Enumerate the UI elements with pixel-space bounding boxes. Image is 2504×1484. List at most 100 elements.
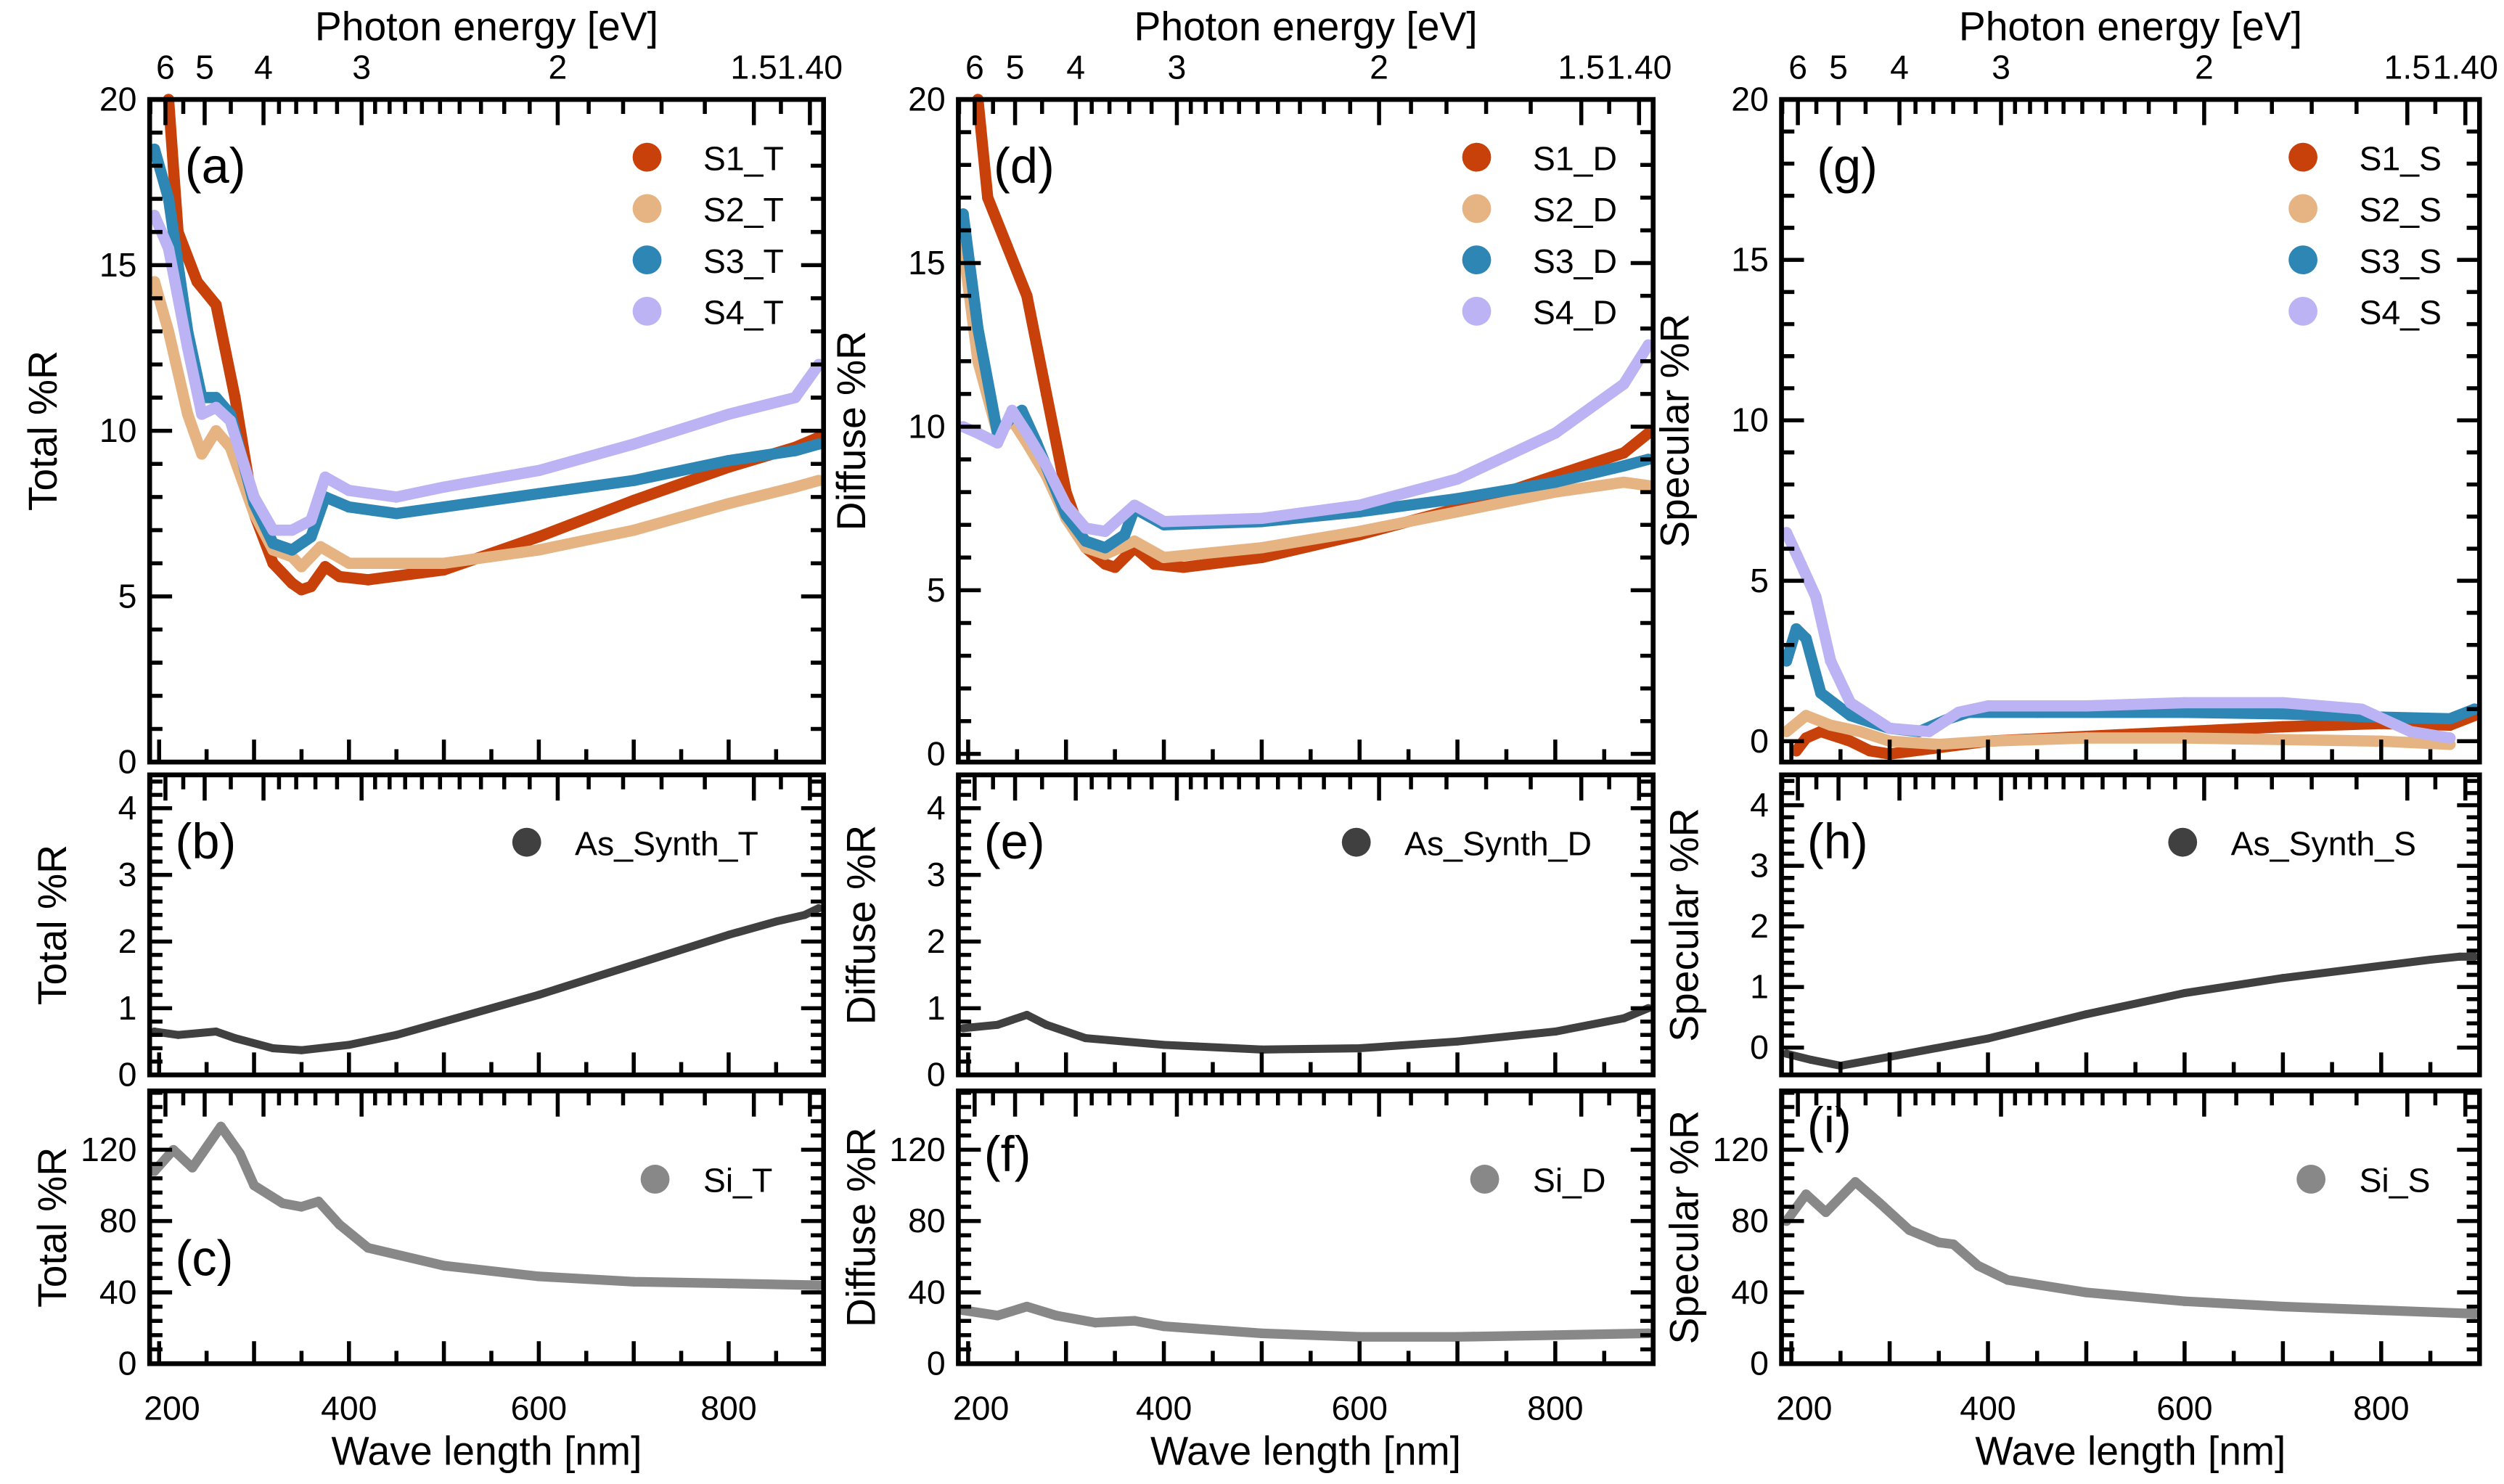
data-point-S4_S <box>1883 722 1896 734</box>
data-point-S4_D <box>1006 404 1018 417</box>
data-point-As_Synth_S <box>1782 1049 1791 1058</box>
data-point-S4_S <box>2356 703 2368 715</box>
data-point-S3_T <box>286 544 298 556</box>
data-point-S2_T <box>295 561 308 573</box>
data-point-S4_S <box>2277 697 2289 709</box>
data-point-S1_D <box>1177 562 1190 573</box>
data-point-S2_D <box>1158 552 1170 563</box>
data-point-Si_S <box>1850 1177 1860 1187</box>
x-axis-title: Wave length [nm] <box>1150 1428 1461 1473</box>
data-point-S3_D <box>1118 529 1131 541</box>
data-point-S4_D <box>1256 512 1268 525</box>
y-axis-title: Diffuse %R <box>829 331 874 530</box>
y-tick-label: 1 <box>118 989 137 1027</box>
x-tick-label: 200 <box>144 1390 200 1427</box>
data-point-S4_T <box>533 464 545 477</box>
y-tick-label: 5 <box>118 577 137 615</box>
energy-tick-label: 5 <box>1829 48 1848 86</box>
legend-marker-As_Synth_T <box>512 827 541 857</box>
data-point-S4_T <box>789 392 801 403</box>
panel-label: (d) <box>994 138 1055 194</box>
legend-label-S2_T: S2_T <box>703 191 784 229</box>
y-tick-label: 120 <box>889 1131 945 1168</box>
data-point-S2_D <box>1618 476 1629 488</box>
data-point-S3_T <box>267 538 279 549</box>
data-point-S4_S <box>2179 697 2190 709</box>
y-axis-title: Diffuse %R <box>838 825 883 1025</box>
legend-label-S3_D: S3_D <box>1533 242 1617 280</box>
data-point-Si_S <box>1904 1225 1915 1235</box>
y-tick-label: 0 <box>1750 1028 1769 1066</box>
y-tick-label: 0 <box>927 1345 946 1382</box>
data-point-S3_S <box>1814 687 1827 699</box>
data-point-As_Synth_S <box>1984 1034 1992 1043</box>
legend-marker-Si_T <box>640 1165 670 1194</box>
data-point-Si_T <box>629 1276 639 1287</box>
y-tick-label: 0 <box>1750 1345 1769 1382</box>
data-point-S1_T <box>319 561 331 573</box>
y-axis-title: Specular %R <box>1652 313 1697 548</box>
y-tick-label: 1 <box>927 989 946 1027</box>
data-point-Si_T <box>249 1180 259 1191</box>
data-point-S1_D <box>1041 388 1052 400</box>
data-point-S3_T <box>343 501 355 513</box>
y-tick-label: 0 <box>118 1345 137 1382</box>
x-tick-label: 800 <box>2353 1390 2409 1427</box>
x-axis-title: Wave length [nm] <box>331 1428 642 1473</box>
legend-marker-S4_D <box>1462 297 1492 326</box>
data-point-S2_S <box>1825 719 1836 731</box>
data-point-Si_D <box>1090 1317 1100 1328</box>
data-point-Si_D <box>1051 1311 1061 1321</box>
y-tick-label: 5 <box>1750 562 1769 599</box>
data-point-S4_S <box>1844 697 1857 709</box>
series-line-S4_S <box>1780 527 2456 744</box>
data-point-S4_T <box>305 515 317 526</box>
data-point-Si_S <box>2180 1296 2190 1306</box>
energy-tick-label: 3 <box>352 48 371 86</box>
data-point-Si_D <box>992 1311 1002 1321</box>
data-point-S1_T <box>333 570 345 583</box>
energy-tick-label: 4 <box>1890 48 1909 86</box>
legend-marker-S2_T <box>632 194 662 224</box>
data-point-S3_D <box>1099 542 1111 554</box>
data-point-S4_T <box>438 481 450 493</box>
data-point-S3_T <box>305 530 317 543</box>
data-point-S3_T <box>438 501 450 513</box>
data-point-As_Synth_D <box>1023 1011 1031 1020</box>
data-point-S3_D <box>1550 476 1561 488</box>
data-point-S1_D <box>982 192 994 204</box>
data-point-S4_D <box>1618 378 1629 390</box>
y-tick-label: 4 <box>1750 786 1769 824</box>
data-point-S4_D <box>991 437 1004 449</box>
x-tick-label: 400 <box>321 1390 377 1427</box>
data-point-Si_D <box>1452 1332 1462 1342</box>
data-point-S1_S <box>1814 726 1827 737</box>
data-point-S4_D <box>1550 427 1561 439</box>
data-point-S3_T <box>210 392 222 403</box>
data-point-S3_S <box>1844 710 1857 721</box>
plot-frame <box>1779 1089 2482 1366</box>
data-point-Si_D <box>1158 1321 1169 1332</box>
top-axis-title: Photon energy [eV] <box>315 4 658 49</box>
data-point-As_Synth_D <box>959 1024 967 1033</box>
data-point-S3_S <box>1791 623 1802 635</box>
data-point-Si_S <box>1973 1260 1984 1271</box>
data-point-S1_T <box>295 583 308 596</box>
legend-marker-S4_T <box>632 297 662 326</box>
data-point-As_Synth_T <box>724 930 733 939</box>
legend-label-As_Synth_D: As_Synth_D <box>1404 824 1592 862</box>
y-tick-label: 3 <box>118 856 137 893</box>
y-tick-label: 40 <box>908 1273 946 1311</box>
y-tick-label: 3 <box>927 856 946 893</box>
data-point-S1_T <box>305 581 317 593</box>
y-axis-title: Specular %R <box>1662 808 1707 1042</box>
data-point-As_Synth_T <box>814 904 823 913</box>
y-tick-label: 120 <box>81 1131 136 1168</box>
panel-label: (b) <box>176 813 237 869</box>
legend-marker-S4_S <box>2288 297 2317 326</box>
data-point-As_Synth_D <box>1257 1045 1267 1054</box>
x-axis-title: Wave length [nm] <box>1975 1428 2286 1473</box>
